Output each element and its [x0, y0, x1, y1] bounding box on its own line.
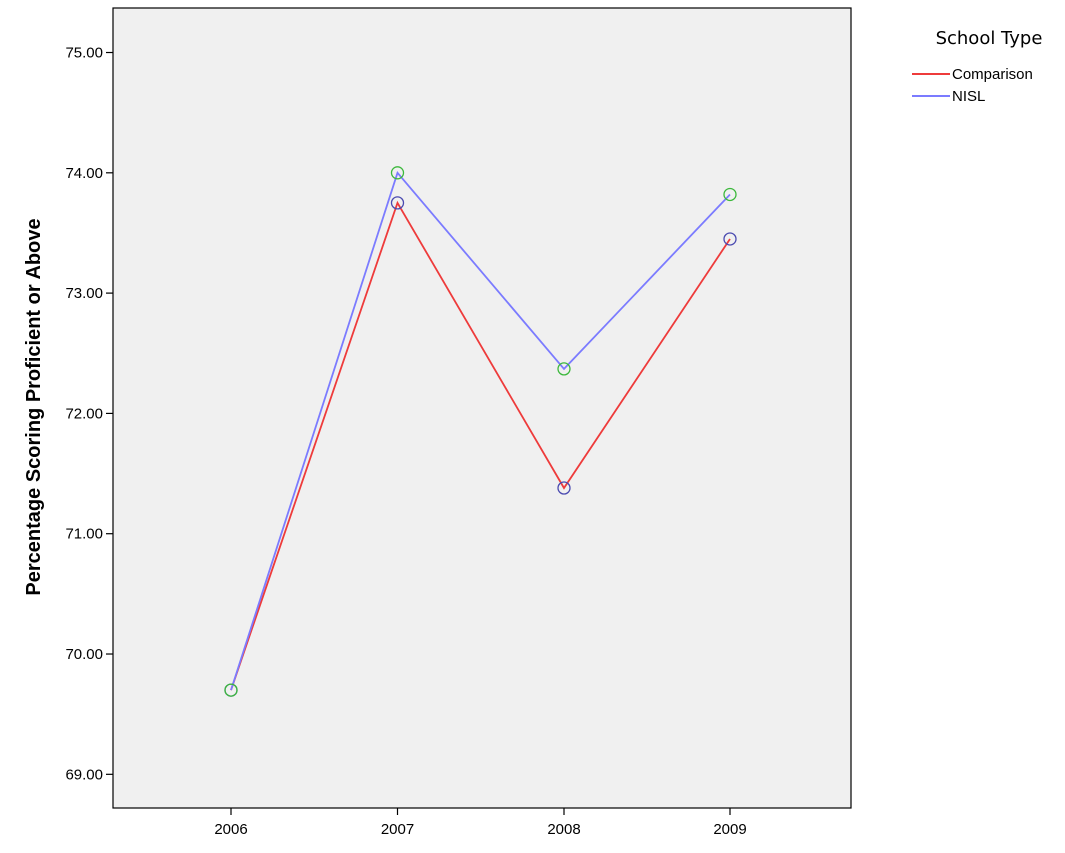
y-tick-label: 74.00	[65, 165, 103, 182]
y-axis-label: Percentage Scoring Proficient or Above	[23, 218, 45, 595]
series-layer	[224, 166, 737, 697]
y-tick-label: 73.00	[65, 285, 103, 302]
data-point-comparison	[723, 232, 737, 246]
data-point-comparison	[557, 481, 571, 495]
legend-label-nisl: NISL	[952, 88, 985, 105]
y-tick-label: 75.00	[65, 45, 103, 62]
y-axis: 69.00 70.00 71.00 72.00 73.00 74.00 75.00	[65, 45, 113, 783]
data-point-nisl	[557, 362, 571, 376]
x-tick-label: 2008	[547, 821, 580, 838]
x-tick-label: 2007	[381, 821, 414, 838]
y-tick-label: 70.00	[65, 646, 103, 663]
x-tick-label: 2006	[214, 821, 247, 838]
y-tick-label: 71.00	[65, 526, 103, 543]
data-point-nisl	[723, 187, 737, 202]
data-point-nisl	[390, 166, 405, 180]
legend-title: School Type	[936, 28, 1043, 49]
plot-area	[112, 7, 852, 809]
data-point-comparison	[390, 196, 405, 210]
series-line-comparison	[230, 200, 731, 691]
y-tick-label: 69.00	[65, 766, 103, 783]
x-axis: 2006 2007 2008 2009	[214, 808, 747, 838]
series-line-nisl	[230, 170, 731, 691]
legend-label-comparison: Comparison	[952, 66, 1033, 83]
y-tick-label: 72.00	[65, 405, 103, 422]
x-tick-label: 2009	[713, 821, 746, 838]
data-point-nisl	[224, 683, 238, 697]
legend: School Type Comparison NISL	[912, 28, 1042, 105]
